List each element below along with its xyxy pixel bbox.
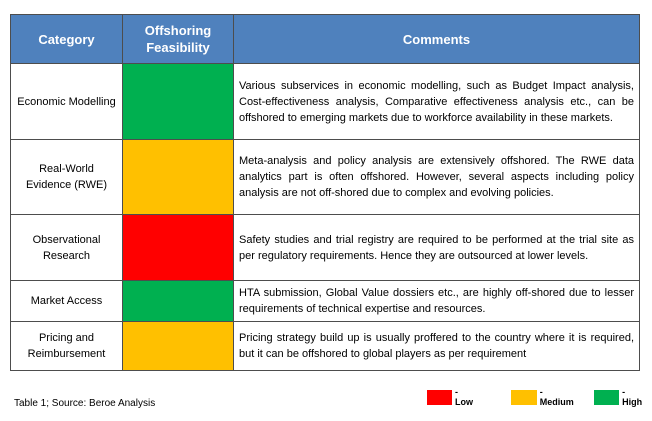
table-row: Economic Modelling Various subservices in… — [10, 63, 640, 140]
comments-cell: Meta-analysis and policy analysis are ex… — [233, 139, 640, 215]
header-row: Category Offshoring Feasibility Comments — [10, 14, 640, 64]
legend-item: - Low — [427, 387, 476, 407]
legend-swatch — [511, 389, 537, 405]
legend-swatch — [594, 389, 620, 405]
category-cell: Economic Modelling — [10, 63, 123, 140]
legend-label: - Low — [455, 387, 474, 407]
legend-item: - Medium — [511, 387, 576, 407]
category-cell: Real-World Evidence (RWE) — [10, 139, 123, 215]
category-cell: Pricing and Reimbursement — [10, 321, 123, 371]
feasibility-cell — [122, 139, 234, 215]
category-cell: Observational Research — [10, 214, 123, 281]
legend-swatch — [427, 389, 453, 405]
feasibility-cell — [122, 63, 234, 140]
table-row: Observational Research Safety studies and… — [10, 214, 640, 281]
table-row: Pricing and Reimbursement Pricing strateg… — [10, 321, 640, 371]
table-row: Real-World Evidence (RWE) Meta-analysis a… — [10, 139, 640, 215]
comments-cell: Safety studies and trial registry are re… — [233, 214, 640, 281]
legend-item: - High — [594, 387, 645, 407]
caption: Table 1; Source: Beroe Analysis — [14, 398, 156, 409]
legend: - Low - Medium - High — [427, 387, 652, 407]
feasibility-cell — [122, 280, 234, 322]
legend-label: - High — [622, 387, 643, 407]
legend-label: - Medium — [539, 387, 574, 407]
column-header: Comments — [233, 14, 640, 64]
category-cell: Market Access — [10, 280, 123, 322]
column-header: Category — [10, 14, 123, 64]
table-body: Economic Modelling Various subservices in… — [10, 63, 640, 371]
feasibility-cell — [122, 321, 234, 371]
comments-cell: Pricing strategy build up is usually pro… — [233, 321, 640, 371]
table-row: Market Access HTA submission, Global Valu… — [10, 280, 640, 322]
comments-cell: HTA submission, Global Value dossiers et… — [233, 280, 640, 322]
feasibility-table: Category Offshoring Feasibility Comments E… — [10, 14, 640, 371]
comments-cell: Various subservices in economic modellin… — [233, 63, 640, 140]
feasibility-cell — [122, 214, 234, 281]
column-header: Offshoring Feasibility — [122, 14, 234, 64]
